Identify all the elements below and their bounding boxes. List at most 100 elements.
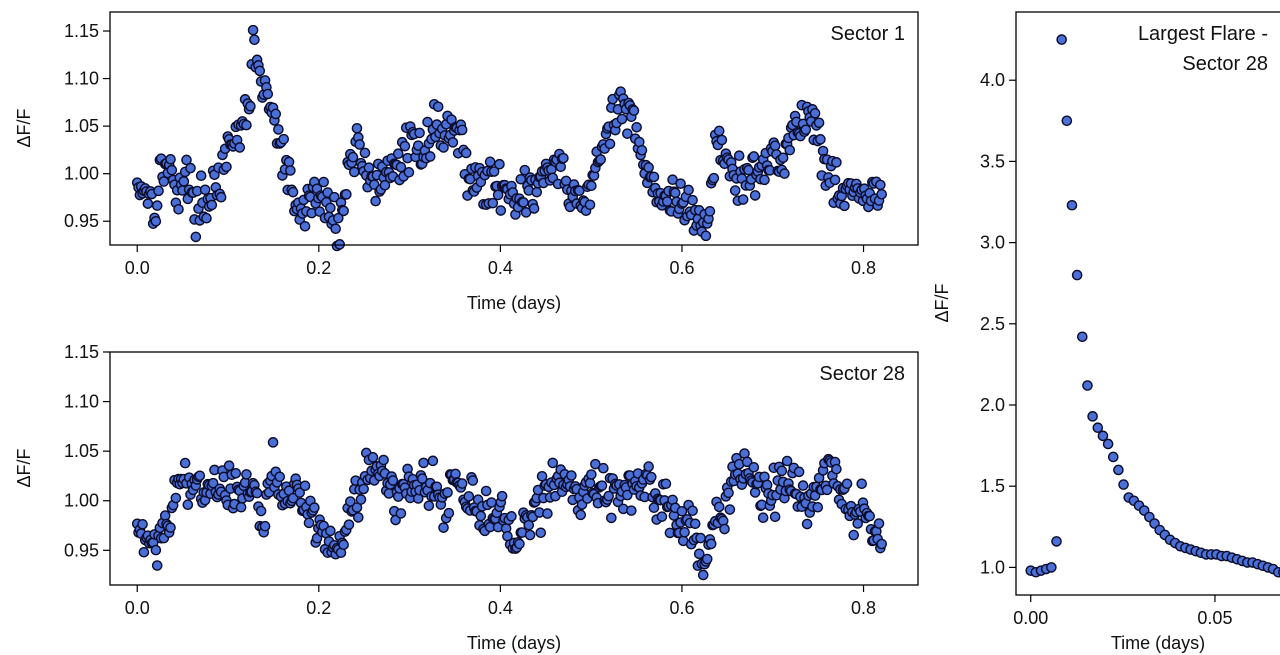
data-point <box>797 480 809 491</box>
data-point <box>206 199 218 211</box>
data-point <box>648 171 660 183</box>
data-point <box>801 518 813 530</box>
y-tick-label: 2.0 <box>980 395 1005 415</box>
data-point <box>338 205 349 217</box>
data-point <box>547 457 559 469</box>
sector-28-title: Sector 28 <box>819 363 905 385</box>
data-point <box>422 116 433 128</box>
y-tick-label: 3.5 <box>980 151 1005 171</box>
data-point <box>442 487 453 498</box>
data-point <box>221 161 232 173</box>
data-point <box>1107 451 1119 463</box>
x-tick-label: 0.6 <box>669 258 694 278</box>
y-tick-label: 0.95 <box>64 540 99 560</box>
data-point <box>467 475 479 486</box>
flare-frame <box>1015 11 1280 596</box>
data-point <box>524 529 536 541</box>
data-point <box>604 138 616 150</box>
sector-1-points <box>131 24 887 252</box>
x-tick-label: 0.2 <box>306 598 331 618</box>
data-point <box>813 117 825 129</box>
data-point <box>1056 34 1067 45</box>
sector-1-panel: Sector 1 0.0 0.2 0.4 0.6 0.8 0.95 1.00 1.05 1.10… <box>14 11 919 313</box>
flare-ylabel: ΔF/F <box>932 283 952 322</box>
data-point <box>656 511 668 522</box>
y-tick-label: 1.05 <box>64 116 99 136</box>
data-point <box>643 461 654 472</box>
data-point <box>358 483 369 495</box>
data-point <box>1071 269 1083 281</box>
data-point <box>687 194 698 206</box>
data-point <box>1051 536 1062 547</box>
data-point <box>1082 380 1093 391</box>
data-point <box>438 142 449 153</box>
data-point <box>151 200 163 211</box>
data-point <box>235 501 247 513</box>
data-point <box>1113 464 1124 476</box>
data-point <box>729 185 741 196</box>
data-point <box>349 166 360 178</box>
data-point <box>138 546 150 558</box>
data-point <box>1046 562 1057 573</box>
data-point <box>586 180 597 192</box>
data-point <box>815 134 826 145</box>
data-point <box>456 478 468 489</box>
data-point <box>299 220 311 232</box>
data-point <box>733 150 745 162</box>
data-point <box>831 157 842 168</box>
data-point <box>165 522 176 533</box>
data-point <box>178 176 190 187</box>
data-point <box>403 167 415 178</box>
y-tick-label: 1.10 <box>64 392 99 412</box>
data-point <box>333 212 344 224</box>
data-point <box>724 504 736 515</box>
data-point <box>558 152 569 164</box>
data-point <box>676 505 688 517</box>
data-point <box>1066 199 1078 211</box>
data-point <box>259 520 271 532</box>
data-point <box>418 457 429 469</box>
data-point <box>395 508 407 519</box>
x-tick-label: 0.8 <box>851 598 876 618</box>
data-point <box>379 179 391 191</box>
data-point <box>215 191 227 203</box>
data-point <box>695 532 706 544</box>
data-point <box>367 452 379 463</box>
data-point <box>424 151 436 162</box>
data-point <box>378 454 389 466</box>
data-point <box>274 471 286 483</box>
sector-28-xlabel: Time (days) <box>467 633 561 653</box>
data-point <box>273 124 284 135</box>
data-point <box>596 480 608 491</box>
data-point <box>480 485 492 497</box>
data-point <box>325 525 336 537</box>
data-point <box>181 154 192 166</box>
data-point <box>693 548 705 560</box>
data-point <box>341 189 352 200</box>
data-point <box>492 189 504 201</box>
data-point <box>606 512 617 524</box>
data-point <box>150 544 162 556</box>
data-point <box>234 142 246 153</box>
data-point <box>687 505 698 517</box>
data-point <box>749 190 761 201</box>
data-point <box>683 184 694 196</box>
sector-1-xlabel: Time (days) <box>467 293 561 313</box>
data-point <box>353 512 364 523</box>
data-point <box>443 507 455 519</box>
data-point <box>523 519 535 531</box>
data-point <box>1061 115 1073 127</box>
data-point <box>463 491 475 502</box>
data-point <box>423 500 435 512</box>
x-tick-label: 0.05 <box>1197 608 1232 628</box>
largest-flare-panel: Largest Flare - Sector 28 0.00 0.05 1.0 1.5… <box>932 11 1280 653</box>
data-point <box>514 538 525 550</box>
data-point <box>309 502 320 513</box>
data-point <box>294 487 306 498</box>
data-point <box>566 470 577 481</box>
data-point <box>777 152 789 164</box>
data-point <box>519 164 531 176</box>
x-tick-label: 0.6 <box>669 598 694 618</box>
data-point <box>584 199 596 211</box>
data-point <box>876 188 887 200</box>
